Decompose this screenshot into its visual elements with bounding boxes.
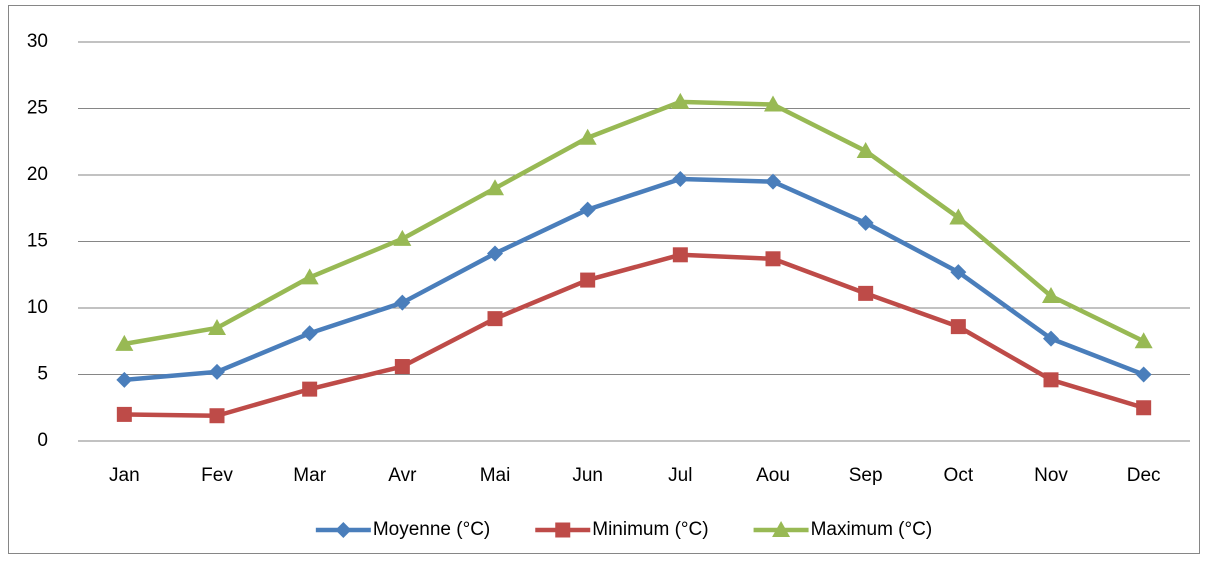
x-tick-label: Mai bbox=[480, 465, 511, 486]
data-point bbox=[1042, 287, 1060, 304]
legend-item: Maximum (°C) bbox=[753, 519, 933, 540]
series-line bbox=[124, 252, 1145, 418]
data-point bbox=[209, 363, 225, 380]
data-point bbox=[487, 311, 503, 327]
data-point bbox=[764, 95, 782, 112]
data-point bbox=[1135, 366, 1152, 383]
x-tick-label: Mar bbox=[293, 465, 326, 486]
legend-label: Minimum (°C) bbox=[592, 519, 708, 540]
data-point bbox=[300, 268, 319, 285]
data-point bbox=[578, 128, 597, 145]
x-tick-label: Fev bbox=[201, 465, 233, 486]
data-point bbox=[301, 325, 318, 342]
legend-marker bbox=[555, 522, 571, 538]
x-tick-label: Nov bbox=[1034, 465, 1068, 486]
chart-frame bbox=[8, 5, 1200, 554]
legend-label: Maximum (°C) bbox=[811, 519, 933, 540]
legend-item: Moyenne (°C) bbox=[315, 519, 490, 540]
data-point bbox=[1043, 372, 1059, 388]
data-point bbox=[672, 170, 689, 187]
legend-marker bbox=[772, 521, 791, 537]
data-point bbox=[116, 371, 133, 388]
y-tick-label: 10 bbox=[27, 297, 48, 318]
x-tick-label: Aou bbox=[756, 465, 790, 486]
legend-item: Minimum (°C) bbox=[535, 519, 709, 540]
data-point bbox=[1043, 330, 1059, 347]
y-tick-label: 20 bbox=[27, 164, 48, 185]
data-point bbox=[950, 319, 966, 335]
data-point bbox=[486, 179, 504, 196]
data-point bbox=[487, 245, 503, 262]
legend-marker bbox=[335, 522, 352, 538]
data-point bbox=[115, 334, 134, 351]
data-point bbox=[394, 294, 411, 311]
data-point bbox=[1134, 332, 1153, 349]
x-tick-label: Jul bbox=[668, 465, 692, 486]
legend-label: Moyenne (°C) bbox=[373, 519, 490, 540]
y-tick-label: 30 bbox=[27, 31, 48, 52]
data-point bbox=[765, 173, 781, 190]
data-point bbox=[579, 201, 596, 218]
y-tick-label: 25 bbox=[27, 98, 48, 119]
y-tick-label: 5 bbox=[37, 364, 48, 385]
data-point bbox=[949, 208, 968, 225]
data-point bbox=[208, 318, 226, 335]
data-point bbox=[856, 142, 875, 159]
series-line bbox=[123, 99, 1145, 347]
series-line bbox=[124, 176, 1145, 383]
data-point bbox=[858, 285, 874, 301]
x-tick-label: Avr bbox=[388, 465, 417, 486]
data-point bbox=[302, 381, 318, 397]
data-point bbox=[857, 214, 874, 231]
data-point bbox=[394, 359, 410, 375]
data-point bbox=[950, 264, 967, 281]
data-point bbox=[672, 247, 688, 263]
x-tick-label: Jun bbox=[572, 465, 603, 486]
x-tick-label: Jan bbox=[109, 465, 140, 486]
x-tick-label: Oct bbox=[944, 465, 974, 486]
x-tick-label: Sep bbox=[849, 465, 883, 486]
x-tick-label: Dec bbox=[1127, 465, 1161, 486]
y-tick-label: 0 bbox=[37, 430, 48, 451]
data-point bbox=[116, 406, 132, 422]
data-point bbox=[209, 408, 225, 424]
y-tick-label: 15 bbox=[27, 231, 48, 252]
data-point bbox=[765, 251, 781, 267]
data-point bbox=[393, 229, 412, 246]
data-point bbox=[671, 92, 690, 109]
data-point bbox=[1136, 400, 1152, 416]
data-point bbox=[580, 272, 596, 288]
